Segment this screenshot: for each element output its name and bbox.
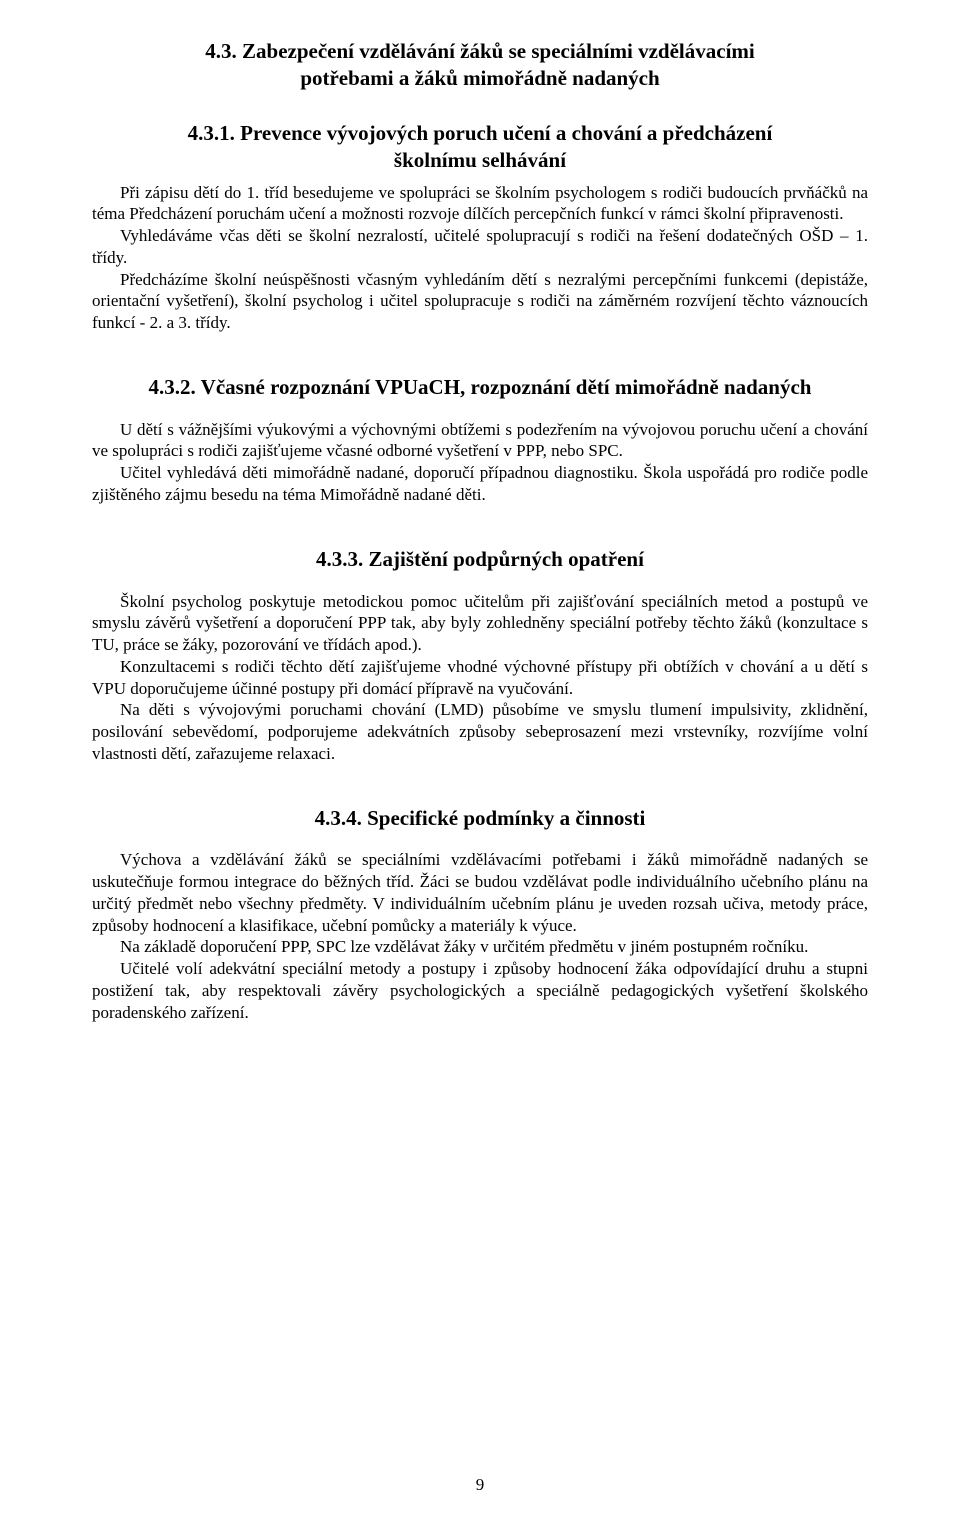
heading-4-3-2: 4.3.2. Včasné rozpoznání VPUaCH, rozpozn… xyxy=(92,374,868,401)
heading-4-3-4: 4.3.4. Specifické podmínky a činnosti xyxy=(92,805,868,832)
section-4-3-1-body: Při zápisu dětí do 1. tříd besedujeme ve… xyxy=(92,182,868,334)
page-number: 9 xyxy=(0,1475,960,1495)
paragraph: Výchova a vzdělávání žáků se speciálními… xyxy=(92,849,868,936)
heading-4-3-3: 4.3.3. Zajištění podpůrných opatření xyxy=(92,546,868,573)
paragraph: Vyhledáváme včas děti se školní nezralos… xyxy=(92,225,868,269)
heading-4-3-line2: potřebami a žáků mimořádně nadaných xyxy=(300,66,659,90)
paragraph: Předcházíme školní neúspěšnosti včasným … xyxy=(92,269,868,334)
paragraph: U dětí s vážnějšími výukovými a výchovný… xyxy=(92,419,868,463)
paragraph: Učitel vyhledává děti mimořádně nadané, … xyxy=(92,462,868,506)
section-4-3-3-body: Školní psycholog poskytuje metodickou po… xyxy=(92,591,868,765)
heading-4-3-1-line2: školnímu selhávání xyxy=(394,148,566,172)
paragraph: Školní psycholog poskytuje metodickou po… xyxy=(92,591,868,656)
paragraph: Konzultacemi s rodiči těchto dětí zajišť… xyxy=(92,656,868,700)
section-4-3-2-body: U dětí s vážnějšími výukovými a výchovný… xyxy=(92,419,868,506)
heading-4-3-1-line1: 4.3.1. Prevence vývojových poruch učení … xyxy=(188,121,773,145)
paragraph: Učitelé volí adekvátní speciální metody … xyxy=(92,958,868,1023)
paragraph: Při zápisu dětí do 1. tříd besedujeme ve… xyxy=(92,182,868,226)
paragraph: Na děti s vývojovými poruchami chování (… xyxy=(92,699,868,764)
document-page: 4.3. Zabezpečení vzdělávání žáků se spec… xyxy=(0,0,960,1521)
paragraph: Na základě doporučení PPP, SPC lze vzděl… xyxy=(92,936,868,958)
section-4-3-4-body: Výchova a vzdělávání žáků se speciálními… xyxy=(92,849,868,1023)
heading-4-3-line1: 4.3. Zabezpečení vzdělávání žáků se spec… xyxy=(205,39,754,63)
heading-4-3: 4.3. Zabezpečení vzdělávání žáků se spec… xyxy=(92,38,868,92)
heading-4-3-1: 4.3.1. Prevence vývojových poruch učení … xyxy=(92,120,868,174)
